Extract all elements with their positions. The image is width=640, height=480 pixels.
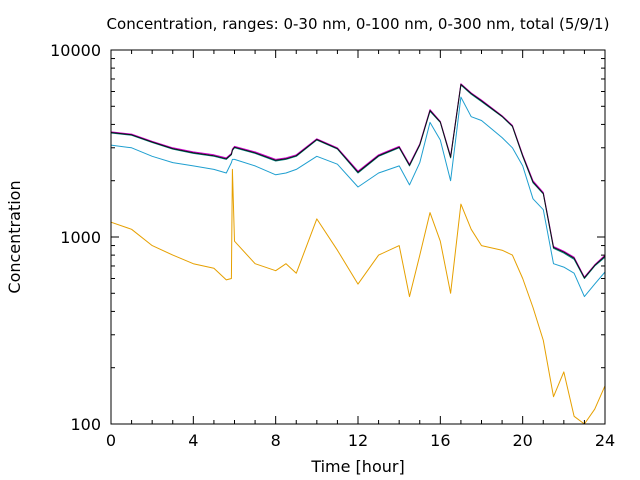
x-tick-label: 16: [430, 431, 450, 450]
series-line-4: [110, 83, 606, 278]
plot-frame: [110, 49, 606, 425]
x-tick-label: 20: [512, 431, 532, 450]
x-tick-label: 0: [106, 431, 116, 450]
x-tick-label: 4: [188, 431, 198, 450]
series-line-2: [110, 96, 606, 298]
series-line-1: [110, 168, 606, 425]
y-axis-title: Concentration: [5, 180, 24, 293]
tick-layer: 0 4 8 12 16 20 24 100 1000 10000: [50, 41, 615, 450]
y-tick-label: 100: [70, 415, 101, 434]
series-line-5: [110, 83, 606, 279]
y-tick-label: 1000: [60, 228, 101, 247]
series-layer: [110, 83, 606, 425]
series-line-3: [110, 84, 606, 279]
x-tick-label: 8: [271, 431, 281, 450]
x-tick-label: 12: [348, 431, 368, 450]
x-axis-title: Time [hour]: [310, 457, 404, 476]
x-tick-label: 24: [595, 431, 615, 450]
chart-title: Concentration, ranges: 0-30 nm, 0-100 nm…: [107, 15, 610, 33]
y-tick-label: 10000: [50, 41, 101, 60]
